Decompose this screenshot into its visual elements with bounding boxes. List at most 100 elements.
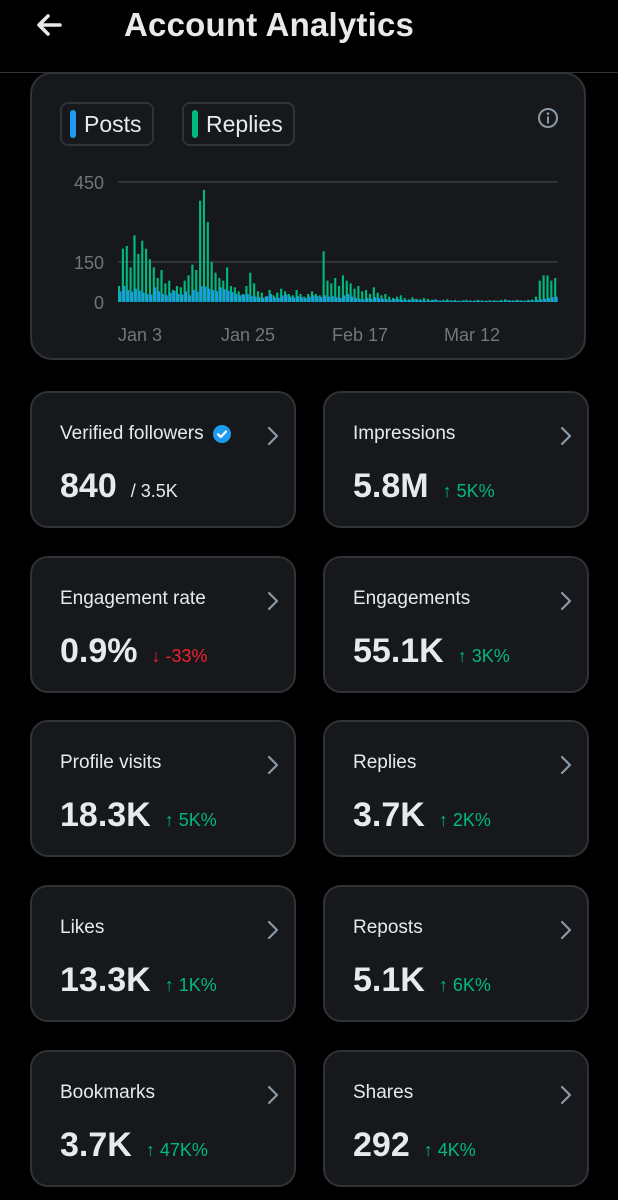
posts-bar: [373, 297, 377, 302]
posts-bar: [165, 295, 168, 302]
replies-bar: [199, 200, 202, 302]
metric-card-engagements[interactable]: Engagements 55.1K ↑ 3K%: [323, 556, 589, 693]
posts-bar: [478, 300, 481, 302]
replies-bar: [253, 283, 256, 302]
posts-bar: [424, 300, 427, 302]
posts-bar: [180, 294, 184, 302]
replies-bar: [372, 287, 375, 302]
replies-bar: [125, 246, 128, 302]
posts-bar: [130, 291, 134, 302]
replies-bar: [434, 299, 437, 302]
replies-bar: [133, 235, 136, 302]
replies-bar: [295, 290, 298, 302]
posts-bar: [427, 300, 431, 302]
posts-bar: [169, 292, 172, 302]
metric-value: 13.3K ↑ 1K%: [60, 961, 217, 999]
posts-bar: [420, 300, 423, 302]
replies-bar: [422, 298, 426, 302]
replies-bar: [415, 298, 418, 302]
header: Account Analytics: [0, 0, 618, 73]
y-tick-label: 150: [74, 253, 104, 273]
metric-card-impressions[interactable]: Impressions 5.8M ↑ 5K%: [323, 391, 589, 528]
info-icon[interactable]: [536, 106, 560, 130]
replies-bar: [442, 299, 445, 302]
posts-bar: [431, 299, 435, 302]
metric-change: ↑ 47K%: [145, 1140, 208, 1160]
replies-bar: [503, 299, 507, 302]
replies-bar: [480, 300, 483, 302]
posts-bar: [138, 290, 141, 302]
replies-bar: [515, 299, 518, 302]
chevron-right-icon: [560, 1085, 572, 1105]
posts-bar: [389, 299, 392, 302]
legend-replies-toggle[interactable]: Replies: [182, 102, 295, 146]
replies-bar: [195, 270, 198, 302]
posts-bar: [231, 291, 234, 302]
replies-bar: [542, 275, 545, 302]
posts-bar: [188, 295, 191, 302]
posts-bar: [273, 297, 276, 302]
metric-card-profile-visits[interactable]: Profile visits 18.3K ↑ 5K%: [30, 720, 296, 857]
metric-card-shares[interactable]: Shares 292 ↑ 4K%: [323, 1050, 589, 1187]
replies-bar: [268, 290, 271, 302]
replies-bar: [256, 291, 260, 302]
chevron-right-icon: [267, 426, 279, 446]
posts-bar: [358, 298, 361, 302]
replies-bar: [550, 280, 553, 302]
replies-bar: [376, 292, 379, 302]
metric-change: ↑ 5K%: [442, 481, 495, 501]
posts-bar: [366, 298, 369, 302]
posts-bar: [292, 297, 296, 302]
replies-bar: [399, 295, 402, 302]
metric-card-bookmarks[interactable]: Bookmarks 3.7K ↑ 47K%: [30, 1050, 296, 1187]
posts-bar: [192, 290, 195, 302]
x-tick-label: Jan 3: [118, 325, 162, 345]
metric-total: / 3.5K: [130, 481, 178, 501]
posts-bar: [123, 286, 126, 302]
replies-bar: [473, 300, 476, 302]
replies-bar: [237, 291, 240, 302]
posts-bar: [447, 300, 450, 302]
metric-card-likes[interactable]: Likes 13.3K ↑ 1K%: [30, 885, 296, 1022]
replies-bar: [303, 296, 306, 302]
replies-bar: [318, 295, 321, 302]
back-arrow-icon[interactable]: [30, 6, 70, 46]
y-tick-label: 0: [94, 293, 104, 313]
posts-bar: [246, 294, 249, 302]
posts-bar: [520, 300, 523, 302]
posts-bar: [481, 301, 485, 302]
replies-bar: [426, 298, 429, 302]
posts-bar: [161, 294, 164, 302]
replies-bar: [484, 300, 487, 302]
posts-bar: [281, 295, 284, 302]
metric-card-engagement-rate[interactable]: Engagement rate 0.9% ↓ -33%: [30, 556, 296, 693]
posts-bar: [258, 297, 261, 302]
posts-bar: [184, 291, 188, 302]
replies-bar: [160, 270, 163, 302]
replies-bar: [368, 294, 371, 302]
posts-bar: [173, 290, 176, 302]
replies-bar: [365, 290, 368, 302]
replies-bar: [121, 248, 124, 302]
replies-bar: [546, 275, 549, 302]
posts-bar: [555, 296, 558, 302]
posts-bar: [327, 296, 330, 302]
metric-change: ↑ 1K%: [164, 975, 217, 995]
posts-bar: [200, 286, 203, 302]
posts-bar: [343, 295, 346, 302]
posts-bar: [153, 287, 157, 302]
metric-label: Verified followers: [60, 423, 232, 445]
chevron-right-icon: [267, 591, 279, 611]
posts-bar: [462, 300, 465, 302]
replies-bar: [407, 299, 410, 302]
metric-card-verified-followers[interactable]: Verified followers 840/ 3.5K: [30, 391, 296, 528]
legend-posts-toggle[interactable]: Posts: [60, 102, 154, 146]
posts-bar: [466, 300, 469, 302]
posts-bar: [381, 298, 384, 302]
replies-bar: [314, 294, 317, 302]
legend-replies-label: Replies: [206, 110, 283, 137]
metric-card-reposts[interactable]: Reposts 5.1K ↑ 6K%: [323, 885, 589, 1022]
replies-bar: [330, 283, 333, 302]
replies-bar: [453, 299, 456, 302]
metric-card-replies[interactable]: Replies 3.7K ↑ 2K%: [323, 720, 589, 857]
